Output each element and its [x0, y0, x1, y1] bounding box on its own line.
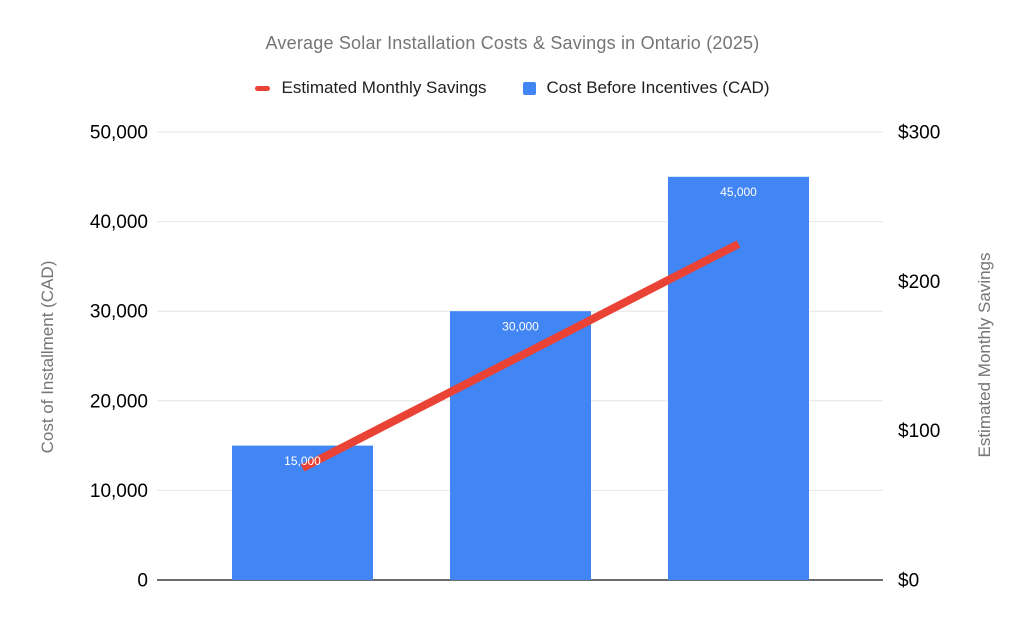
legend-item-cost[interactable]: Cost Before Incentives (CAD): [522, 78, 770, 98]
tick-label: 10,000: [90, 481, 148, 502]
chart-title: Average Solar Installation Costs & Savin…: [265, 33, 760, 53]
bar-data-label: 30,000: [502, 320, 539, 334]
tick-label: 40,000: [90, 212, 148, 233]
tick-label: $100: [898, 421, 940, 442]
legend: Estimated Monthly Savings Cost Before In…: [0, 76, 1025, 100]
tick-label: $0: [898, 571, 919, 592]
tick-label: 0: [137, 571, 148, 592]
bar[interactable]: [668, 176, 809, 581]
legend-label-savings: Estimated Monthly Savings: [281, 78, 487, 97]
legend-label-cost: Cost Before Incentives (CAD): [546, 78, 770, 97]
tick-label: $300: [898, 123, 940, 144]
left-axis-ticks: 0 10,000 20,000 30,000 40,000 50,000: [90, 123, 148, 592]
tick-label: 50,000: [90, 123, 148, 144]
line-series-swatch-icon: [255, 85, 271, 91]
line-series[interactable]: [300, 240, 741, 472]
bar-data-labels: 15,000 30,000 45,000: [284, 185, 757, 468]
tick-label: 30,000: [90, 302, 148, 323]
bar-series: [232, 176, 809, 581]
bar-data-label: 15,000: [284, 454, 321, 468]
left-axis-title: Cost of Installment (CAD): [38, 260, 57, 454]
right-axis-ticks: $0 $100 $200 $300: [898, 123, 940, 592]
legend-item-savings[interactable]: Estimated Monthly Savings: [255, 78, 487, 98]
tick-label: 20,000: [90, 391, 148, 412]
right-axis-title: Estimated Monthly Savings: [975, 252, 994, 458]
bar-data-label: 45,000: [720, 185, 757, 199]
tick-label: $200: [898, 272, 940, 293]
bar-series-swatch-icon: [522, 81, 536, 95]
